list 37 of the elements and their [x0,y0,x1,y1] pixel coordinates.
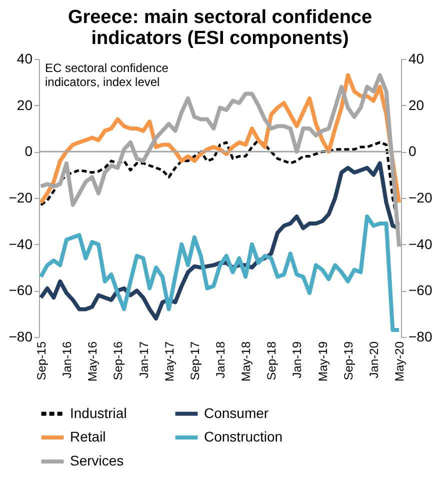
y2-tick-label: −40 [408,236,432,252]
x-tick-label: May-19 [316,341,330,382]
x-tick-label: Jan-18 [214,341,228,378]
y-tick-label: −80 [8,328,33,344]
legend-label: Construction [204,428,283,444]
x-tick-label: Sep-18 [264,341,279,380]
legend-label: Retail [70,428,106,444]
y2-tick-label: 40 [408,50,424,66]
y-tick-label: 20 [16,96,33,113]
line-series [38,214,402,332]
y-tick-label: −20 [8,190,33,206]
x-tick-label: Sep-19 [341,341,356,380]
y-tick-label: 40 [16,50,33,66]
chart-title: Greece: main sectoral confidence indicators (ESI components) [68,7,372,49]
x-tick-label: Sep-15 [34,341,48,380]
x-tick-label: May-16 [86,341,100,382]
y-tick-label: −40 [8,236,33,252]
y-tick-label: 0 [24,143,33,160]
annotation: EC sectoral confidence indicators, index level [45,61,169,89]
y2-tick-label: 20 [408,96,424,113]
x-tick-label: Jan-16 [60,341,74,378]
x-tick-label: May-20 [392,341,407,382]
legend-label: Services [70,452,124,468]
x-tick-label: Sep-16 [111,341,126,380]
x-tick-label: Sep-17 [188,341,202,380]
y2-tick-label: −60 [408,282,432,298]
x-tick-label: Jan-20 [367,341,381,378]
x-tick-label: Jan-17 [136,341,151,378]
x-tick-label: May-18 [239,341,254,382]
y2-tick-label: −20 [408,190,432,206]
x-tick-label: Jan-19 [290,341,304,378]
y-tick-label: −60 [8,282,33,298]
y2-tick-label: −80 [408,328,432,344]
x-tick-label: May-17 [162,341,176,382]
legend-label: Consumer [204,404,269,421]
legend-label: Industrial [70,404,127,421]
y2-tick-label: 0 [408,143,416,160]
